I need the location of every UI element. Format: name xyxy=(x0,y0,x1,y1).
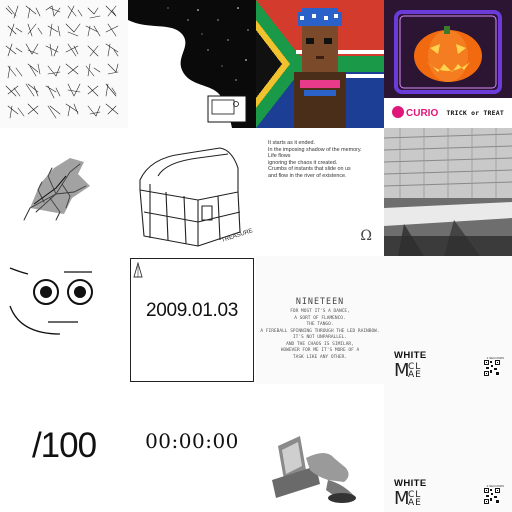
chest-signature: TREASURE xyxy=(221,228,254,244)
tile-nineteen[interactable]: NINETEEN FOR MOST IT'S A DANCE, A SORT O… xyxy=(256,256,384,384)
nineteen-line: FOR MOST IT'S A DANCE, xyxy=(290,309,350,314)
halloween-footer: CURIO TRICK or TREAT xyxy=(384,98,512,128)
tile-scribbles[interactable] xyxy=(0,0,128,128)
date-text: 2009.01.03 xyxy=(145,300,239,321)
white-title: WHITE xyxy=(394,350,427,361)
white-title: WHITE xyxy=(394,478,427,489)
logo-top: CL xyxy=(408,490,422,500)
hands-computer-sculpture-icon xyxy=(256,384,384,512)
logo-top: CL xyxy=(408,362,422,372)
poem-line: It starts as it ended. xyxy=(268,140,316,146)
logo-bottom: AE xyxy=(408,370,422,380)
tile-halloween[interactable]: CURIO TRICK or TREAT xyxy=(384,0,512,128)
tile-treasure-chest[interactable]: TREASURE xyxy=(128,128,256,256)
tile-building-photo[interactable] xyxy=(384,128,512,256)
nineteen-line: TASK LIKE ANY OTHER. xyxy=(292,354,348,360)
logo-m: M xyxy=(394,488,410,509)
tile-white-1[interactable]: WHITE M CL AE 2 SECONDS xyxy=(384,256,512,384)
halloween-title: TRICK or TREAT xyxy=(446,109,504,117)
smiley-face-icon xyxy=(9,267,93,335)
pumpkin-icon xyxy=(384,0,512,98)
computer-smoke-illustration-icon xyxy=(128,0,256,128)
nineteen-title: NINETEEN xyxy=(295,296,345,306)
nineteen-line: IT'S NOT UNPARALLEL. xyxy=(292,335,348,340)
treasure-chest-sketch-icon: TREASURE xyxy=(139,147,254,247)
nineteen-line: A SORT OF FLAMENCO. xyxy=(294,315,346,321)
poem-line: Life flows xyxy=(268,153,291,160)
tile-leaf[interactable] xyxy=(0,128,128,256)
poem-line: In the imposing shadow of the memory. xyxy=(268,146,362,153)
nineteen-line: HOWEVER FOR ME IT'S MORE OF A xyxy=(280,348,360,353)
tile-pixel-portrait[interactable] xyxy=(256,0,384,128)
poem-mark: Ω xyxy=(360,228,372,244)
tile-date[interactable]: 2009.01.03 xyxy=(128,256,256,384)
tile-hands-sculpture[interactable] xyxy=(256,384,384,512)
poem-line: and flow in the river of existence. xyxy=(268,172,347,179)
triangle-icon xyxy=(133,262,143,278)
clock-text: 00:00:00 xyxy=(145,429,239,453)
tile-white-2[interactable]: WHITE M CL AE 2 SECONDS xyxy=(384,384,512,512)
qr-code-icon xyxy=(484,360,500,376)
nineteen-line: A FIREBALL SPINNING THROUGH THE LED RAIN… xyxy=(260,328,380,334)
dry-leaf-sketch-icon xyxy=(23,158,90,221)
poem-line: ignoring the chaos it created. xyxy=(268,159,338,166)
nineteen-line: THE TANGO. xyxy=(306,322,334,327)
logo-m: M xyxy=(394,360,410,381)
hundred-text: /100 xyxy=(31,426,97,465)
tile-night-sky[interactable] xyxy=(128,0,256,128)
nineteen-text: FOR MOST IT'S A DANCE, A SORT OF FLAMENC… xyxy=(256,309,384,361)
scribble-grid-icon xyxy=(5,5,119,119)
tile-face[interactable] xyxy=(0,256,128,384)
qr-label: 2 SECONDS xyxy=(486,356,504,360)
pixel-portrait-flag-icon xyxy=(256,0,384,128)
building-photo-icon xyxy=(384,128,512,256)
brand-label: CURIO xyxy=(406,108,439,119)
poem-text: It starts as it ended. In the imposing s… xyxy=(268,140,378,180)
tile-poem[interactable]: It starts as it ended. In the imposing s… xyxy=(256,128,384,256)
tile-clock[interactable]: 00:00:00 xyxy=(128,384,256,512)
nineteen-line: AND THE CHAOS IS SIMILAR, xyxy=(286,341,354,347)
logo-bottom: AE xyxy=(408,498,422,508)
qr-label: 2 SECONDS xyxy=(486,484,504,488)
curio-logo-icon xyxy=(392,106,404,118)
poem-line: Crumbs of instants that slide on us xyxy=(268,166,351,173)
tile-hundred[interactable]: /100 xyxy=(0,384,128,512)
date-frame xyxy=(130,258,254,382)
qr-code-icon xyxy=(484,488,500,504)
